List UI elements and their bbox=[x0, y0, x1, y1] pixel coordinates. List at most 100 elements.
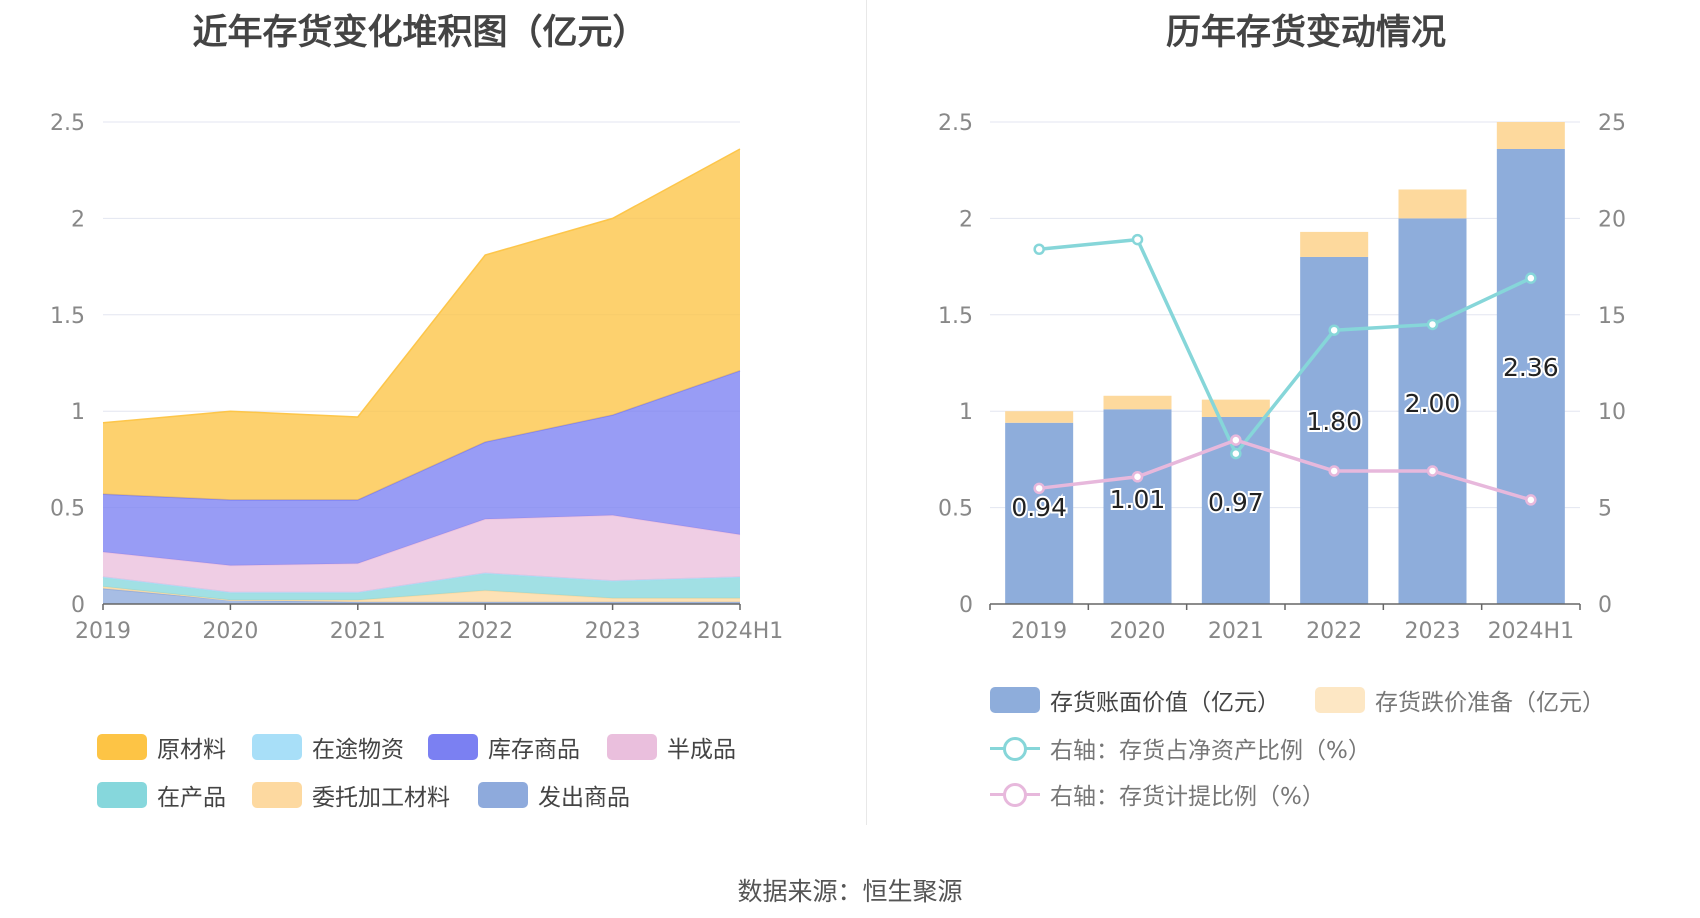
line-point bbox=[1328, 324, 1340, 336]
panel-divider bbox=[866, 0, 867, 825]
legend-swatch bbox=[990, 733, 1040, 763]
line-point bbox=[1033, 243, 1045, 255]
legend-label: 库存商品 bbox=[488, 737, 580, 763]
bar-inventory-book-value bbox=[1103, 409, 1172, 604]
legend-label: 委托加工材料 bbox=[312, 785, 450, 811]
left-x-tick-label: 2024H1 bbox=[697, 619, 784, 644]
left-y-tick-label: 2.5 bbox=[50, 111, 85, 136]
right-y-tick-label: 0.5 bbox=[938, 497, 973, 522]
left-legend-item[interactable]: 委托加工材料 bbox=[252, 778, 450, 812]
area-edge-库存商品 bbox=[102, 370, 741, 501]
bar-inventory-impairment bbox=[1103, 395, 1172, 410]
right-x-tick-label: 2024H1 bbox=[1488, 619, 1575, 644]
bar-value-label: 0.97 bbox=[1208, 488, 1264, 517]
right-legend-item[interactable]: 右轴：存货占净资产比例（%） bbox=[990, 731, 1371, 765]
right-legend-item[interactable]: 右轴：存货计提比例（%） bbox=[990, 777, 1325, 811]
area-edge-原材料 bbox=[102, 148, 741, 424]
legend-label: 发出商品 bbox=[538, 785, 630, 811]
line-point bbox=[1426, 318, 1439, 331]
left-y-tick-label: 0 bbox=[71, 593, 85, 618]
legend-swatch bbox=[990, 779, 1040, 809]
legend-swatch bbox=[97, 734, 147, 760]
line-point bbox=[1230, 434, 1242, 446]
line-point bbox=[1131, 471, 1144, 483]
bar-inventory-book-value bbox=[1398, 218, 1467, 604]
right-x-tick-label: 2020 bbox=[1110, 619, 1166, 644]
left-legend-item[interactable]: 在途物资 bbox=[252, 730, 404, 764]
legend-label: 在产品 bbox=[157, 785, 226, 811]
legend-label: 原材料 bbox=[157, 737, 226, 763]
legend-label: 右轴：存货计提比例（%） bbox=[1050, 784, 1325, 810]
left-x-tick-label: 2020 bbox=[202, 619, 258, 644]
line-point bbox=[1426, 465, 1439, 477]
bar-value-label: 2.36 bbox=[1503, 353, 1559, 382]
right-y2-tick-label: 0 bbox=[1598, 593, 1612, 618]
area-原材料 bbox=[103, 148, 740, 500]
line-point bbox=[1131, 233, 1144, 246]
legend-label: 右轴：存货占净资产比例（%） bbox=[1050, 738, 1371, 764]
right-x-tick-label: 2023 bbox=[1405, 619, 1461, 644]
bar-inventory-impairment bbox=[1398, 189, 1467, 219]
area-库存商品 bbox=[103, 370, 740, 566]
legend-swatch bbox=[607, 734, 657, 760]
line-point bbox=[1328, 465, 1340, 477]
left-x-tick-label: 2021 bbox=[330, 619, 386, 644]
right-y2-tick-label: 15 bbox=[1598, 304, 1626, 329]
left-y-tick-label: 1 bbox=[71, 400, 85, 425]
left-legend-item[interactable]: 半成品 bbox=[607, 730, 736, 764]
right-legend-item[interactable]: 存货账面价值（亿元） bbox=[990, 683, 1280, 717]
line-1 bbox=[1038, 438, 1532, 502]
legend-marker bbox=[1003, 783, 1027, 807]
left-legend-item[interactable]: 发出商品 bbox=[478, 778, 630, 812]
line-point bbox=[1033, 482, 1045, 495]
bar-value-label: 1.80 bbox=[1306, 407, 1362, 436]
left-x-tick-label: 2023 bbox=[585, 619, 641, 644]
bar-value-label: 1.01 bbox=[1110, 485, 1166, 514]
right-y-tick-label: 2.5 bbox=[938, 111, 973, 136]
area-半成品 bbox=[103, 515, 740, 593]
right-y2-tick-label: 20 bbox=[1598, 207, 1626, 232]
legend-swatch bbox=[97, 782, 147, 808]
line-point bbox=[1525, 272, 1537, 284]
legend-swatch bbox=[478, 782, 528, 808]
legend-label: 存货账面价值（亿元） bbox=[1050, 690, 1280, 716]
left-y-tick-label: 2 bbox=[71, 207, 85, 232]
right-y-tick-label: 0 bbox=[959, 593, 973, 618]
right-legend-item[interactable]: 存货跌价准备（亿元） bbox=[1315, 683, 1605, 717]
right-x-tick-label: 2019 bbox=[1011, 619, 1067, 644]
bar-inventory-impairment bbox=[1496, 122, 1565, 149]
left-legend-item[interactable]: 库存商品 bbox=[428, 730, 580, 764]
left-y-tick-label: 0.5 bbox=[50, 497, 85, 522]
left-x-tick-label: 2022 bbox=[457, 619, 513, 644]
line-point bbox=[1230, 447, 1242, 460]
right-x-tick-label: 2022 bbox=[1306, 619, 1362, 644]
legend-swatch bbox=[428, 734, 478, 760]
bar-inventory-book-value bbox=[1300, 256, 1369, 604]
right-y2-tick-label: 10 bbox=[1598, 400, 1626, 425]
left-legend-item[interactable]: 原材料 bbox=[97, 730, 226, 764]
bar-inventory-book-value bbox=[1005, 422, 1074, 604]
right-chart-title: 历年存货变动情况 bbox=[1165, 13, 1446, 53]
bar-inventory-book-value bbox=[1496, 148, 1565, 604]
bar-inventory-impairment bbox=[1300, 231, 1369, 257]
legend-marker bbox=[1003, 737, 1027, 761]
right-y2-tick-label: 5 bbox=[1598, 497, 1612, 522]
legend-label: 存货跌价准备（亿元） bbox=[1375, 690, 1605, 716]
right-x-tick-label: 2021 bbox=[1208, 619, 1264, 644]
left-chart-title: 近年存货变化堆积图（亿元） bbox=[192, 13, 648, 53]
left-x-tick-label: 2019 bbox=[75, 619, 131, 644]
left-legend-item[interactable]: 在产品 bbox=[97, 778, 226, 812]
legend-swatch bbox=[1315, 687, 1365, 713]
right-y-tick-label: 2 bbox=[959, 207, 973, 232]
area-委托加工材料 bbox=[103, 586, 740, 603]
legend-swatch bbox=[252, 782, 302, 808]
right-y-tick-label: 1.5 bbox=[938, 304, 973, 329]
data-source: 数据来源：恒生聚源 bbox=[737, 877, 963, 906]
line-point bbox=[1525, 494, 1537, 506]
right-y2-tick-label: 25 bbox=[1598, 111, 1626, 136]
legend-label: 半成品 bbox=[667, 737, 736, 763]
legend-label: 在途物资 bbox=[312, 737, 404, 763]
bar-value-label: 2.00 bbox=[1405, 389, 1461, 418]
area-在产品 bbox=[103, 573, 740, 601]
